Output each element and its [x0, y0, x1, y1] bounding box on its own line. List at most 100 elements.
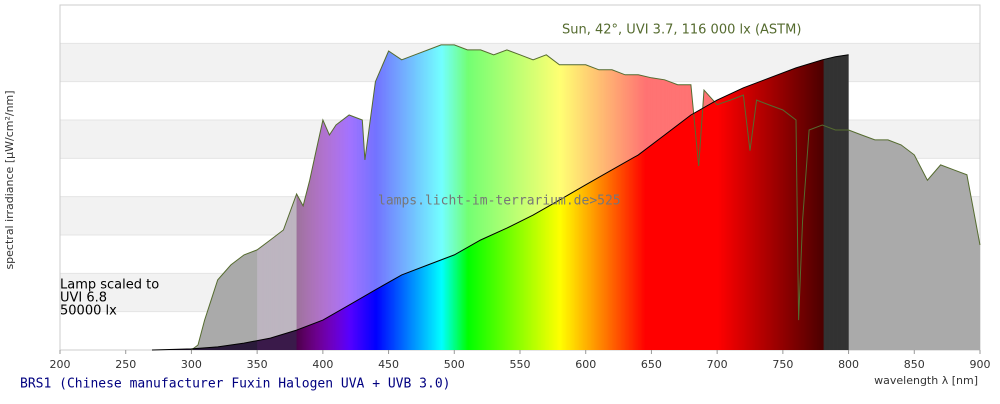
- x-tick-label: 250: [115, 358, 136, 371]
- spectrum-strip: [658, 54, 660, 350]
- spectrum-strip: [370, 44, 373, 350]
- spectrum-strip: [636, 54, 639, 350]
- spectrum-strip: [525, 44, 528, 350]
- spectrum-strip: [450, 44, 453, 350]
- spectrum-strip: [827, 54, 830, 350]
- spectrum-strip: [316, 44, 319, 350]
- spectrum-strip: [313, 44, 316, 350]
- spectrum-strip: [420, 44, 423, 350]
- spectrum-strip: [731, 54, 734, 350]
- spectrum-strip: [750, 54, 752, 350]
- spectrum-strip: [924, 44, 927, 350]
- spectrum-strip: [509, 44, 512, 350]
- spectrum-strip: [856, 44, 859, 350]
- spectrum-strip: [492, 44, 495, 350]
- x-tick-label: 350: [247, 358, 268, 371]
- spectrum-strip: [309, 44, 312, 350]
- spectrum-strip: [823, 54, 826, 350]
- watermark: lamps.licht-im-terrarium.de>525: [378, 194, 621, 209]
- spectrum-strip: [430, 44, 433, 350]
- spectrum-strip: [590, 54, 593, 350]
- spectrum-strip: [815, 54, 818, 350]
- spectrum-strip: [747, 54, 750, 350]
- spectrum-strip: [464, 44, 467, 350]
- spectrum-strip: [914, 44, 917, 350]
- spectrum-strip: [793, 54, 796, 350]
- spectrum-strip: [694, 54, 697, 350]
- x-tick-label: 550: [510, 358, 531, 371]
- spectrum-strip: [537, 44, 539, 350]
- spectrum-strip: [403, 44, 405, 350]
- spectrum-strip: [630, 54, 633, 350]
- spectrum-strip: [341, 44, 344, 350]
- spectrum-strip: [701, 54, 704, 350]
- spectrum-strip: [606, 54, 609, 350]
- spectrum-strip: [387, 44, 390, 350]
- spectrum-strip: [459, 44, 462, 350]
- spectrum-strip: [693, 54, 696, 350]
- spectrum-strip: [410, 44, 413, 350]
- spectrum-strip: [832, 54, 835, 350]
- spectrum-strip: [877, 44, 880, 350]
- spectrum-strip: [937, 44, 940, 350]
- x-tick-label: 850: [904, 358, 925, 371]
- spectrum-strip: [698, 54, 701, 350]
- x-tick-label: 700: [707, 358, 728, 371]
- spectrum-strip: [366, 44, 369, 350]
- spectrum-strip: [840, 54, 843, 350]
- spectrum-strip: [760, 54, 763, 350]
- spectrum-strip: [414, 44, 417, 350]
- spectrum-strip: [667, 54, 670, 350]
- spectrum-strip: [702, 54, 705, 350]
- spectrum-strip: [385, 44, 388, 350]
- spectrum-strip: [363, 44, 366, 350]
- spectrum-strip: [889, 44, 892, 350]
- spectrum-strip: [907, 44, 910, 350]
- spectrum-strip: [529, 44, 532, 350]
- spectrum-strip: [572, 54, 575, 350]
- spectrum-strip: [597, 54, 600, 350]
- spectrum-strip: [555, 54, 558, 350]
- spectrum-strip: [675, 54, 677, 350]
- spectrum-strip: [625, 54, 628, 350]
- spectrum-strip: [579, 54, 582, 350]
- spectrum-strip: [718, 54, 721, 350]
- spectrum-strip: [822, 54, 825, 350]
- spectrum-strip: [615, 54, 618, 350]
- spectrum-strip: [422, 44, 425, 350]
- series-line: [151, 54, 849, 351]
- spectrum-strip: [504, 44, 507, 350]
- spectrum-strip: [359, 44, 362, 350]
- spectrum-strip: [962, 44, 965, 350]
- spectrum-strip: [552, 44, 555, 350]
- spectrum-strip: [500, 44, 503, 350]
- spectrum-strip: [648, 54, 651, 350]
- spectrum-strip: [710, 54, 713, 350]
- spectrum-strip: [533, 44, 536, 350]
- spectrum-strip: [863, 44, 865, 350]
- spectrum-strip: [337, 44, 340, 350]
- spectrum-strip: [378, 44, 380, 350]
- spectrum-strip: [383, 44, 386, 350]
- spectrum-strip: [765, 54, 768, 350]
- spectrum-strip: [307, 44, 309, 350]
- spectrum-strip: [605, 54, 608, 350]
- series-line: [191, 44, 981, 351]
- spectrum-strip: [945, 44, 948, 350]
- spectrum-strip: [564, 54, 567, 350]
- spectrum-strip: [571, 54, 574, 350]
- spectrum-strip: [322, 44, 325, 350]
- spectrum-strip: [673, 54, 676, 350]
- spectrum-strip: [556, 54, 559, 350]
- spectrum-strip: [818, 54, 821, 350]
- spectrum-strip: [738, 54, 741, 350]
- spectrum-strip: [956, 44, 959, 350]
- spectrum-strip: [396, 44, 399, 350]
- spectrum-strip: [906, 44, 909, 350]
- spectrum-strip: [638, 54, 641, 350]
- spectrum-strip: [562, 54, 564, 350]
- spectrum-strip: [874, 44, 877, 350]
- spectrum-strip: [951, 44, 953, 350]
- spectrum-strip: [417, 44, 420, 350]
